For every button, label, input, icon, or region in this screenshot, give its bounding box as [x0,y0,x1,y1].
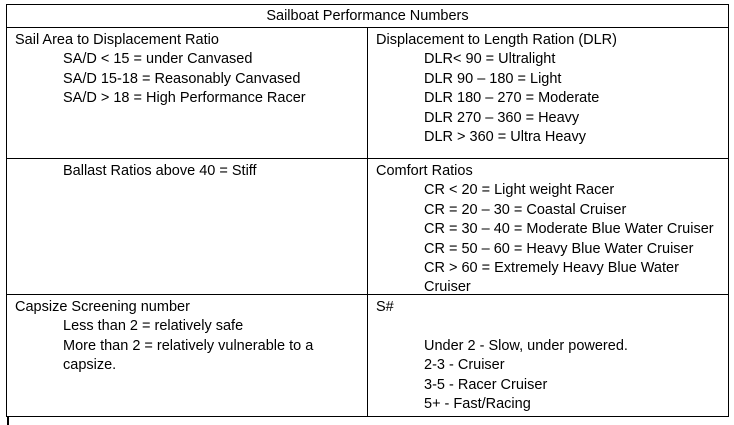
text-line: CR = 30 – 40 = Moderate Blue Water Cruis… [424,221,714,238]
text-line: 5+ - Fast/Racing [424,396,531,413]
table-row-ballast-comfort: Ballast Ratios above 40 = Stiff Comfort … [7,158,728,294]
cell-ballast-ratio: Ballast Ratios above 40 = Stiff [7,159,368,294]
table-title: Sailboat Performance Numbers [266,8,469,24]
text-line: CR > 60 = Extremely Heavy Blue Water [424,260,679,277]
text-line: More than 2 = relatively vulnerable to a [63,337,314,354]
text-line: 3-5 - Racer Cruiser [424,376,548,393]
text-line: Comfort Ratios [376,163,473,179]
text-line: capsize. [63,357,117,374]
text-line: Under 2 - Slow, under powered. [424,337,628,354]
table-row-capsize-snumber: Capsize Screening number Less than 2 = r… [7,294,728,416]
cell-comfort-ratios: Comfort Ratios CR < 20 = Light weight Ra… [368,159,728,294]
text-line: SA/D 15-18 = Reasonably Canvased [63,70,301,87]
text-line: S# [376,299,394,315]
table-row-sail-area-dlr: Sail Area to Displacement Ratio SA/D < 1… [7,27,728,158]
text-line: DLR 270 – 360 = Heavy [424,109,580,126]
text-line: SA/D < 15 = under Canvased [63,51,253,68]
text-line: CR = 20 – 30 = Coastal Cruiser [424,201,627,218]
cell-s-number: S# Under 2 - Slow, under powered. 2-3 - … [368,295,728,416]
text-line: DLR 90 – 180 = Light [424,70,562,87]
text-line: Ballast Ratios above 40 = Stiff [63,163,257,179]
text-line [368,317,728,336]
text-line: Cruiser [424,279,471,294]
text-line: CR = 50 – 60 = Heavy Blue Water Cruiser [424,240,694,257]
text-line: Capsize Screening number [15,299,190,315]
text-line: SA/D > 18 = High Performance Racer [63,90,306,107]
performance-numbers-table: Sailboat Performance Numbers Sail Area t… [6,4,729,417]
text-line: Less than 2 = relatively safe [63,318,244,335]
text-line: 2-3 - Cruiser [424,357,505,374]
table-title-row: Sailboat Performance Numbers [7,5,728,27]
cell-displacement-length-ratio: Displacement to Length Ration (DLR) DLR<… [368,28,728,158]
cell-sail-area-ratio: Sail Area to Displacement Ratio SA/D < 1… [7,28,368,158]
cell-capsize-screening: Capsize Screening number Less than 2 = r… [7,295,368,416]
text-line: Sail Area to Displacement Ratio [15,32,219,48]
text-line: DLR 180 – 270 = Moderate [424,90,600,107]
text-line: DLR< 90 = Ultralight [424,51,556,68]
text-line: CR < 20 = Light weight Racer [424,182,615,199]
text-line: DLR > 360 = Ultra Heavy [424,129,586,146]
text-line: Displacement to Length Ration (DLR) [376,32,617,48]
text-cursor [7,417,9,425]
